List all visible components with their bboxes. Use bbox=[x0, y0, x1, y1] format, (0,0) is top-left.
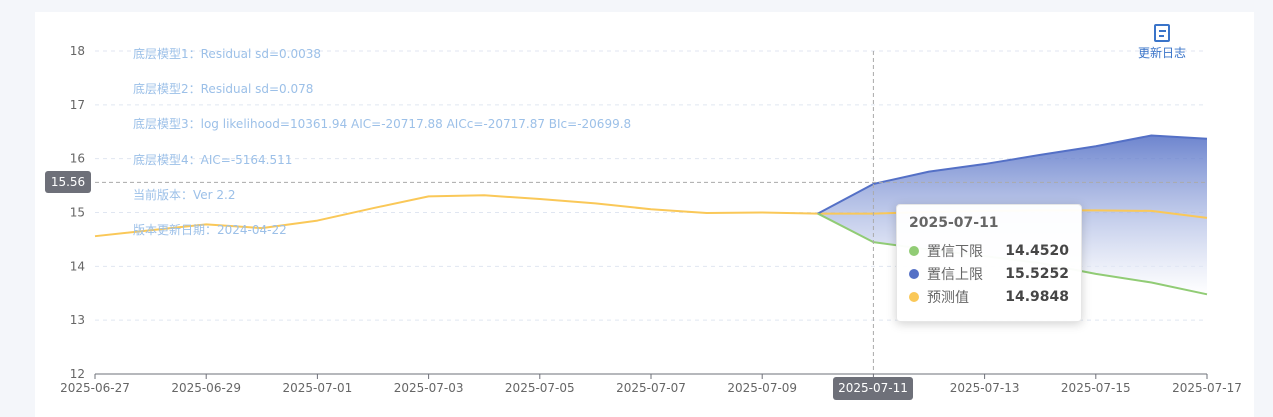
y-tick-label: 12 bbox=[70, 367, 85, 381]
tooltip-series-value: 15.5252 bbox=[1005, 265, 1069, 282]
tooltip-row: 置信下限 14.4520 bbox=[909, 239, 1069, 262]
note-model-2: 底层模型2：Residual sd=0.078 bbox=[133, 82, 314, 96]
document-icon bbox=[1154, 24, 1170, 42]
tooltip-title: 2025-07-11 bbox=[909, 215, 999, 231]
x-tick-label: 2025-07-07 bbox=[616, 381, 686, 395]
x-tick-label: 2025-07-13 bbox=[950, 381, 1020, 395]
x-tick-label: 2025-07-05 bbox=[505, 381, 575, 395]
y-tick-label: 15 bbox=[70, 206, 85, 220]
y-tick-label: 16 bbox=[70, 152, 85, 166]
changelog-label: 更新日志 bbox=[1137, 46, 1186, 60]
y-tick-label: 13 bbox=[70, 313, 85, 327]
note-version: 当前版本：Ver 2.2 bbox=[133, 188, 236, 202]
y-tick-label: 18 bbox=[70, 44, 85, 58]
y-tick-label: 14 bbox=[70, 259, 85, 273]
tooltip-series-value: 14.9848 bbox=[1005, 288, 1069, 305]
crosshair-x-label: 2025-07-11 bbox=[833, 377, 913, 400]
y-tick-label: 17 bbox=[70, 98, 85, 112]
changelog-button[interactable]: 更新日志 bbox=[1134, 24, 1190, 61]
x-tick-label: 2025-07-17 bbox=[1172, 381, 1242, 395]
tooltip-row: 置信上限 15.5252 bbox=[909, 262, 1069, 285]
note-model-3: 底层模型3：log likelihood=10361.94 AIC=-20717… bbox=[133, 117, 632, 131]
crosshair bbox=[95, 51, 1207, 374]
tooltip-series-name: 置信上限 bbox=[927, 266, 983, 283]
crosshair-y-label: 15.56 bbox=[45, 171, 91, 193]
legend-dot bbox=[909, 245, 919, 256]
x-tick-label: 2025-07-09 bbox=[727, 381, 797, 395]
x-tick-label: 2025-07-01 bbox=[283, 381, 353, 395]
tooltip-series-name: 预测值 bbox=[927, 289, 969, 306]
x-tick-label: 2025-06-27 bbox=[60, 381, 130, 395]
legend-dot bbox=[909, 291, 919, 302]
legend-dot bbox=[909, 268, 919, 279]
x-tick-label: 2025-07-03 bbox=[394, 381, 464, 395]
tooltip-row: 预测值 14.9848 bbox=[909, 285, 1069, 308]
note-update-date: 版本更新日期：2024-04-22 bbox=[133, 223, 287, 237]
grid-lines bbox=[95, 50, 1207, 321]
tooltip: 2025-07-11 置信下限 14.4520 置信上限 15.5252 预测值… bbox=[896, 204, 1082, 322]
tooltip-series-value: 14.4520 bbox=[1005, 242, 1069, 259]
tooltip-series-name: 置信下限 bbox=[927, 243, 983, 260]
x-tick-label: 2025-06-29 bbox=[171, 381, 241, 395]
note-model-1: 底层模型1：Residual sd=0.0038 bbox=[133, 47, 322, 61]
note-model-4: 底层模型4：AIC=-5164.511 bbox=[133, 153, 293, 167]
x-tick-label: 2025-07-15 bbox=[1061, 381, 1131, 395]
